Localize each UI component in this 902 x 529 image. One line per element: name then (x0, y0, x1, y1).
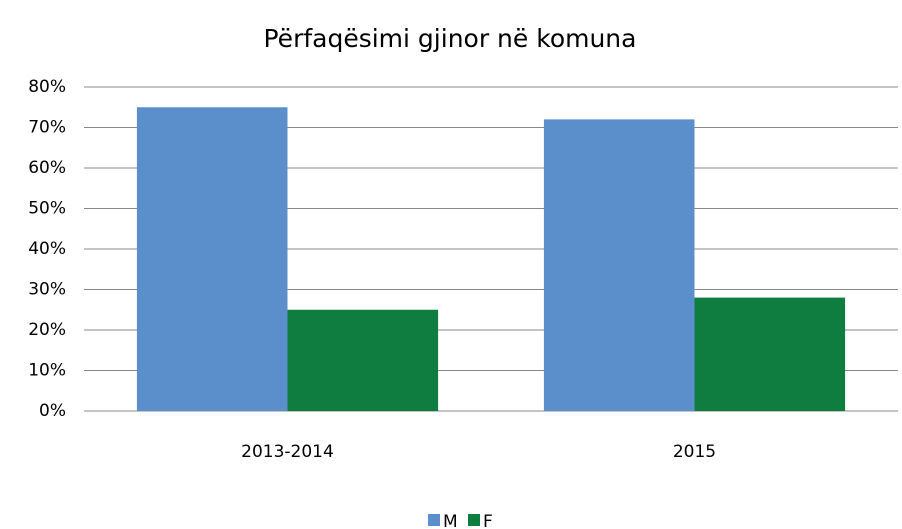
y-tick-label: 70% (28, 118, 66, 138)
y-tick-label: 50% (28, 199, 66, 219)
legend-label: M (443, 512, 458, 529)
y-tick-label: 10% (28, 361, 66, 381)
y-tick-label: 30% (28, 280, 66, 300)
bar (543, 119, 695, 412)
y-tick-label: 80% (28, 77, 66, 97)
y-tick-label: 40% (28, 239, 66, 259)
legend-swatch (468, 514, 480, 526)
x-tick-label: 2015 (673, 442, 716, 462)
bar (287, 309, 439, 411)
y-tick-label: 60% (28, 158, 66, 178)
bar (694, 297, 846, 411)
bar (136, 107, 288, 411)
legend-label: F (483, 512, 493, 529)
y-tick-label: 0% (39, 401, 66, 421)
chart-title: Përfaqësimi gjinor në komuna (264, 24, 637, 53)
x-tick-label: 2013-2014 (241, 442, 334, 462)
legend-swatch (428, 514, 440, 526)
y-tick-label: 20% (28, 320, 66, 340)
